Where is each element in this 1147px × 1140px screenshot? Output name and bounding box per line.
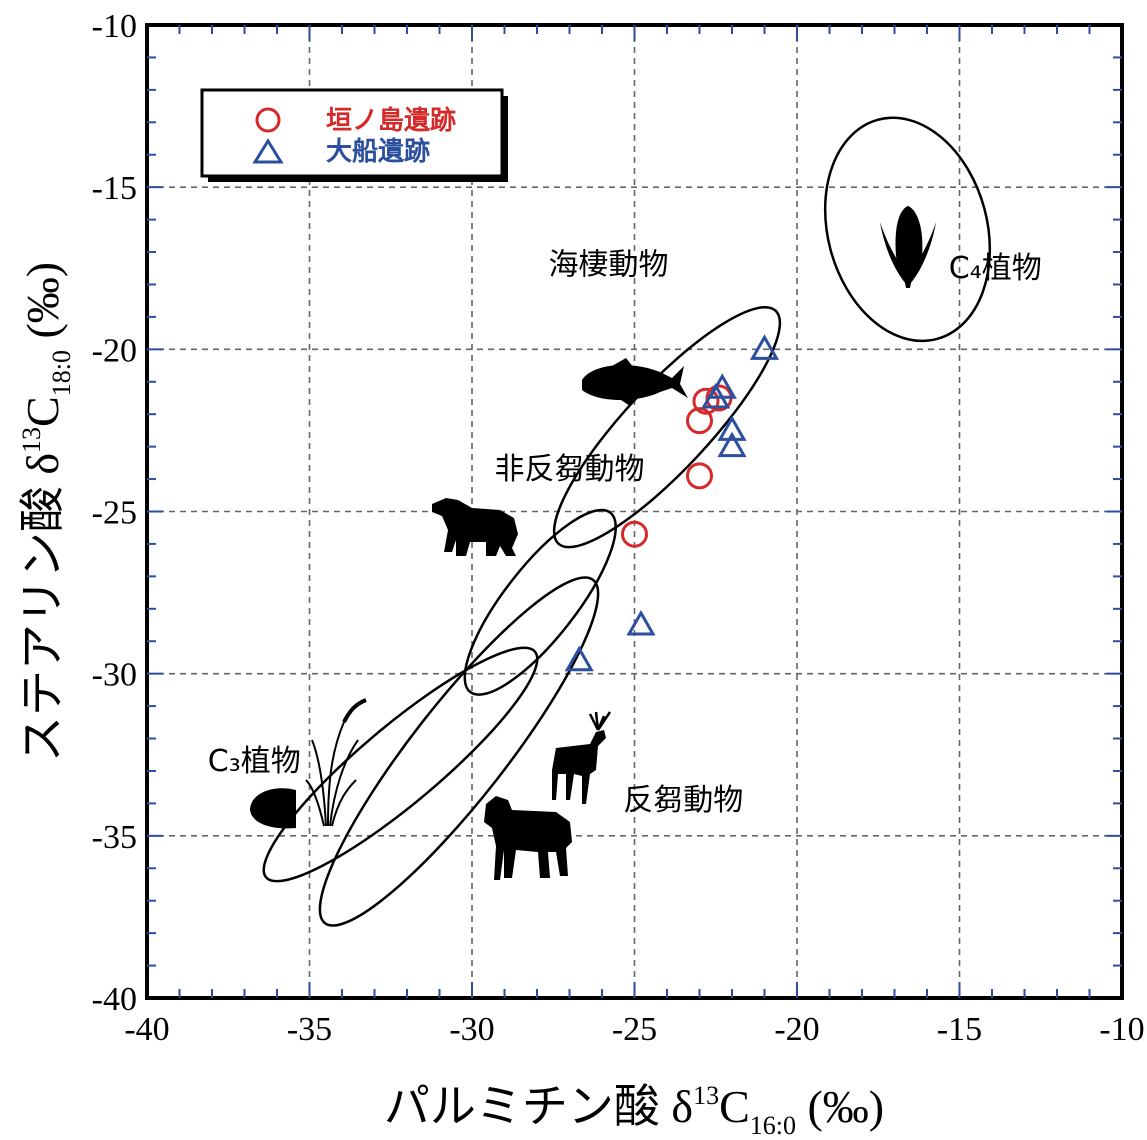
x-axis-label-main: パルミチン酸 δ — [384, 1081, 693, 1132]
x-tick-label: -30 — [449, 1011, 494, 1048]
y-axis-label-c: C — [17, 396, 68, 427]
corn-icon — [880, 206, 936, 288]
region-label: C₄植物 — [949, 251, 1042, 286]
y-tick-label: -30 — [92, 657, 137, 694]
legend-circle-marker — [255, 107, 281, 133]
chestnut-icon — [250, 788, 296, 829]
y-axis-label-unit: (‰) — [17, 262, 68, 350]
data-point-circle — [621, 520, 648, 548]
x-tick-label: -25 — [612, 1011, 657, 1048]
y-axis-label-main: ステアリン酸 δ — [17, 453, 68, 762]
y-tick-label: -20 — [92, 332, 137, 369]
x-tick-label: -40 — [124, 1011, 169, 1048]
y-tick-label: -25 — [92, 495, 137, 532]
axis-ticks — [147, 25, 1122, 998]
x-axis-label-sup: 13 — [693, 1081, 719, 1110]
y-tick-label: -15 — [92, 170, 137, 207]
legend: 垣ノ島遺跡 大船遺跡 — [200, 88, 508, 182]
y-tick-label: -10 — [92, 8, 137, 45]
rice-icon — [305, 698, 367, 827]
region-ellipse — [463, 508, 617, 696]
region-ellipse — [823, 116, 992, 343]
region-label: 反芻動物 — [623, 783, 743, 818]
x-axis-label: パルミチン酸 δ13C16:0 (‰) — [384, 1081, 884, 1140]
deer-icon — [552, 711, 612, 804]
y-tick-label: -40 — [92, 981, 137, 1018]
region-ellipse — [262, 646, 539, 883]
y-axis-label: ステアリン酸 δ13C18:0 (‰) — [17, 262, 76, 762]
legend-label-2: 大船遺跡 — [326, 136, 430, 167]
bear-icon — [432, 498, 518, 556]
x-tick-label: -20 — [774, 1011, 819, 1048]
data-point-circle — [686, 462, 713, 490]
x-tick-label: -10 — [1099, 1011, 1144, 1048]
region-label: 非反芻動物 — [495, 452, 645, 487]
data-point-triangle — [564, 645, 594, 672]
region-ellipse — [318, 576, 600, 927]
data-point-circle — [692, 387, 720, 415]
fish-icon — [582, 358, 688, 406]
reference-regions — [262, 116, 992, 927]
region-label: C₃植物 — [208, 744, 301, 779]
y-axis-label-sub: 18:0 — [47, 350, 76, 396]
legend-box — [200, 88, 504, 178]
x-axis-label-c: C — [719, 1081, 750, 1132]
data-point-triangle — [717, 431, 747, 458]
legend-label-1: 垣ノ島遺跡 — [326, 106, 456, 136]
y-tick-label: -35 — [92, 819, 137, 856]
data-point-circle — [686, 407, 713, 435]
data-point-triangle — [717, 415, 747, 441]
x-axis-label-unit: (‰) — [796, 1081, 884, 1132]
data-points — [564, 334, 780, 672]
data-point-triangle — [701, 382, 731, 409]
region-label: 海棲動物 — [549, 248, 669, 283]
goat-icon — [484, 796, 572, 880]
y-axis-label-sup: 13 — [17, 427, 46, 453]
tick-labels: -40 -35 -30 -25 -20 -15 -10 -10 -15 -20 -25 -30 -35 -… — [92, 8, 1145, 1048]
data-point-triangle — [749, 334, 780, 360]
data-point-triangle — [626, 609, 656, 636]
x-tick-label: -35 — [287, 1011, 332, 1048]
legend-triangle-marker — [252, 138, 284, 164]
x-axis-label-sub: 16:0 — [750, 1111, 796, 1140]
x-tick-label: -15 — [937, 1011, 982, 1048]
